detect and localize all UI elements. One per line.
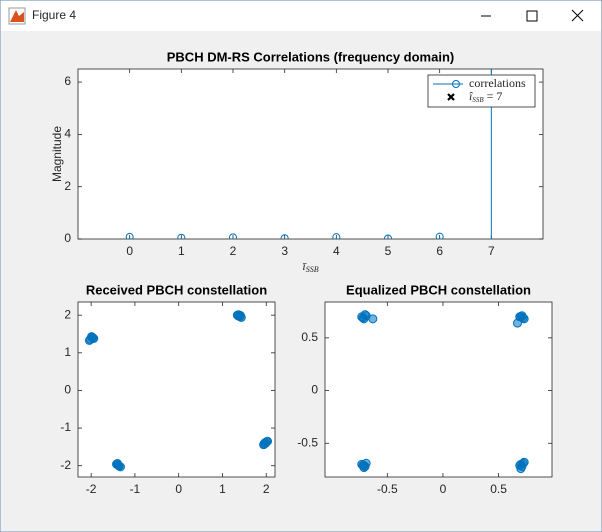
- x-tick-label: 3: [281, 244, 288, 258]
- x-tick-label: 2: [263, 482, 270, 496]
- x-tick-label: 0.5: [490, 482, 507, 496]
- legend-label-base: î: [469, 89, 473, 103]
- x-tick-label: 1: [219, 482, 226, 496]
- x-tick-label: -0.5: [377, 482, 398, 496]
- y-tick-label: 0: [64, 231, 71, 245]
- scatter-point: [359, 314, 369, 324]
- app-icon: [8, 7, 26, 25]
- legend-label: correlations: [469, 76, 526, 90]
- x-tick-label: -1: [130, 482, 141, 496]
- y-axis-label: Magnitude: [50, 126, 64, 182]
- stem-marker: [177, 233, 186, 239]
- stem-marker: [435, 232, 444, 239]
- stem-marker: [229, 233, 237, 239]
- scatter-point: [259, 440, 269, 450]
- scatter-point: [359, 460, 369, 470]
- legend-label: îSSB = 7: [469, 89, 502, 104]
- scatter-point: [87, 332, 97, 342]
- x-tick-label: 0: [440, 482, 447, 496]
- legend-label-sub: SSB: [472, 96, 484, 104]
- scatter-point: [235, 311, 245, 321]
- stem: [435, 232, 444, 239]
- title-bar: [1, 1, 601, 31]
- y-tick-label: 6: [64, 74, 71, 88]
- stem: [125, 232, 134, 239]
- stem: [384, 234, 392, 239]
- scatter-point: [513, 318, 523, 328]
- x-tick-label: 7: [488, 244, 495, 258]
- x-tick-label: 6: [436, 244, 443, 258]
- legend-box: [427, 74, 536, 108]
- legend-marker: [452, 80, 460, 88]
- stem: [177, 233, 186, 239]
- scatter-point: [516, 464, 526, 474]
- x-tick-label: 1: [178, 244, 185, 258]
- y-tick-label: -0.5: [297, 435, 318, 449]
- y-tick-label: 0: [311, 383, 318, 397]
- stem-marker: [125, 232, 134, 239]
- x-tick-label: 2: [230, 244, 237, 258]
- close-button[interactable]: [571, 9, 584, 22]
- chart-title: Received PBCH constellation: [86, 282, 267, 297]
- x-axis-label-sub: SSB: [306, 265, 319, 274]
- stem-marker: [332, 233, 341, 239]
- y-tick-label: 4: [64, 127, 71, 141]
- window-title: Figure 4: [32, 8, 76, 22]
- x-tick-label: 0: [175, 482, 182, 496]
- x-tick-label: 5: [385, 244, 392, 258]
- y-tick-label: 0: [64, 383, 71, 397]
- maximize-button[interactable]: [526, 10, 538, 22]
- x-tick-label: -2: [86, 482, 97, 496]
- legend-label-rest: = 7: [484, 89, 503, 103]
- chart-title: PBCH DM-RS Correlations (frequency domai…: [167, 49, 454, 64]
- y-tick-label: 0.5: [301, 330, 318, 344]
- plot-area: [324, 301, 553, 478]
- stem: [280, 234, 289, 239]
- y-tick-label: -1: [60, 420, 71, 434]
- legend-x-marker: [447, 93, 455, 101]
- plot-area: [77, 301, 276, 478]
- x-tick-label: 4: [333, 244, 340, 258]
- y-tick-label: 2: [64, 179, 71, 193]
- x-axis-label-base: ī: [302, 259, 307, 273]
- chart-title: Equalized PBCH constellation: [346, 282, 531, 297]
- scatter-point: [368, 314, 378, 324]
- y-tick-label: 1: [64, 345, 71, 359]
- stem: [229, 233, 237, 239]
- stem-marker: [384, 234, 392, 239]
- x-axis-label: īSSB: [302, 259, 318, 274]
- stem-marker: [280, 234, 289, 239]
- plot-content: [357, 310, 529, 474]
- scatter-point: [114, 461, 124, 471]
- y-tick-label: 2: [64, 307, 71, 321]
- plot-content: [84, 310, 273, 472]
- x-tick-label: 0: [126, 244, 133, 258]
- stem: [332, 233, 341, 239]
- y-tick-label: -2: [60, 458, 71, 472]
